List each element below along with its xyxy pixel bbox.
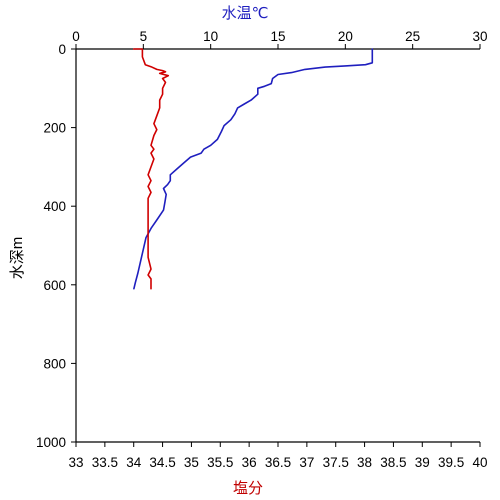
bottom-tick-label: 37: [299, 455, 314, 470]
left-tick-label: 200: [43, 121, 66, 136]
bottom-tick-label: 33: [68, 455, 83, 470]
left-tick-label: 400: [43, 199, 66, 214]
temperature-series-line: [133, 48, 374, 290]
top-tick-label: 10: [203, 29, 218, 44]
left-tick-label: 800: [43, 356, 66, 371]
top-tick-label: 0: [72, 29, 80, 44]
bottom-tick-label: 37.5: [323, 455, 349, 470]
bottom-tick-label: 35: [184, 455, 199, 470]
bottom-tick-label: 34.5: [149, 455, 175, 470]
left-axis-title: 水深m: [9, 237, 26, 280]
top-tick-label: 15: [270, 29, 285, 44]
bottom-tick-label: 39.5: [438, 455, 464, 470]
top-tick-label: 5: [140, 29, 148, 44]
bottom-axis-title: 塩分: [233, 480, 263, 497]
bottom-tick-label: 39: [415, 455, 430, 470]
bottom-tick-label: 36: [242, 455, 257, 470]
bottom-tick-label: 38: [357, 455, 372, 470]
bottom-tick-label: 40: [472, 455, 487, 470]
top-tick-label: 20: [338, 29, 353, 44]
top-tick-label: 25: [405, 29, 420, 44]
salinity-series-line: [132, 48, 170, 290]
bottom-tick-label: 34: [126, 455, 142, 470]
top-axis-title: 水温℃: [222, 5, 269, 22]
bottom-tick-label: 35.5: [207, 455, 233, 470]
left-tick-label: 0: [58, 42, 66, 57]
bottom-tick-label: 33.5: [92, 455, 118, 470]
left-tick-label: 600: [43, 278, 66, 293]
left-tick-label: 1000: [36, 435, 66, 450]
bottom-tick-label: 36.5: [265, 455, 291, 470]
bottom-tick-label: 38.5: [380, 455, 406, 470]
top-tick-label: 30: [472, 29, 487, 44]
